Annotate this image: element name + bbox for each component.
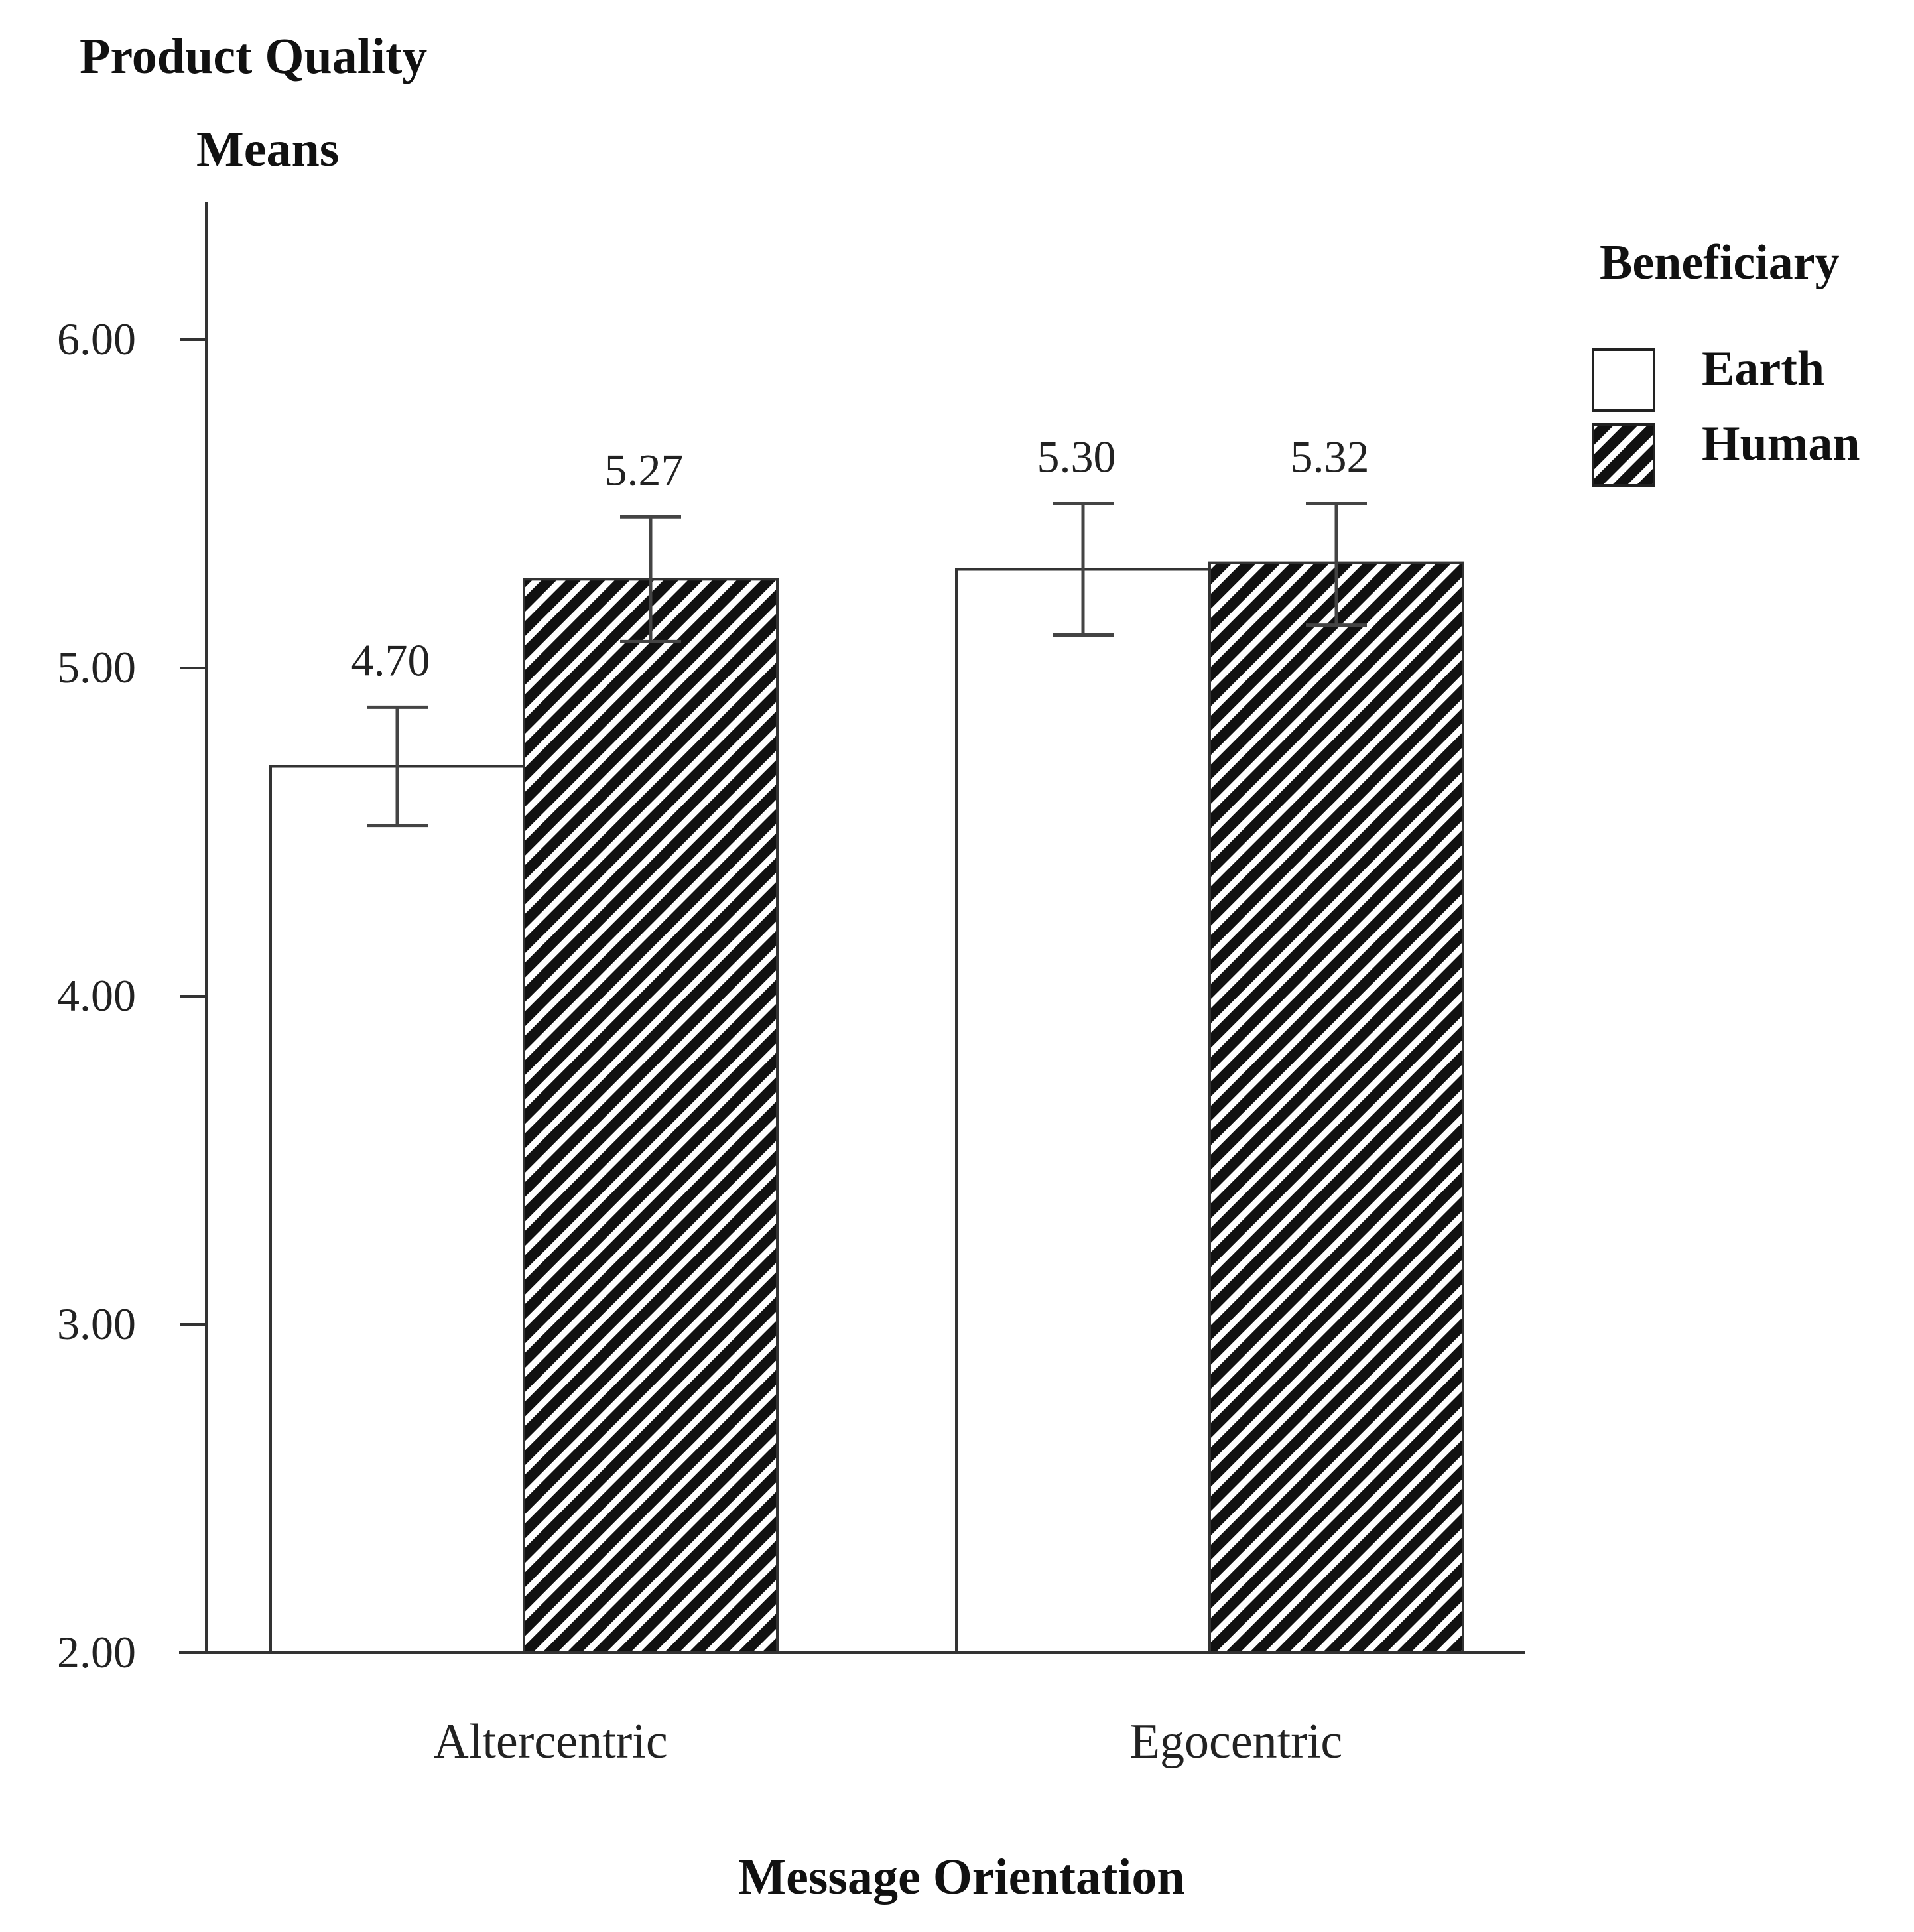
y-tick-label: 3.00 xyxy=(57,1299,136,1349)
bar-earth-altercentric xyxy=(269,765,525,1654)
category-label-egocentric: Egocentric xyxy=(1130,1714,1343,1769)
x-axis-title: Message Orientation xyxy=(738,1849,1184,1905)
value-label: 4.70 xyxy=(351,635,430,685)
error-bar xyxy=(1306,502,1367,627)
legend: Beneficiary Earth Human xyxy=(1592,235,1860,487)
y-tick-label: 2.00 xyxy=(57,1627,136,1677)
y-tick-label: 5.00 xyxy=(57,642,136,692)
y-axis: 2.00 3.00 4.00 5.00 6.00 xyxy=(57,202,208,1677)
category-label-altercentric: Altercentric xyxy=(433,1714,667,1769)
legend-label-human: Human xyxy=(1702,417,1860,471)
legend-title: Beneficiary xyxy=(1600,235,1840,290)
y-axis-title-line-2: Means xyxy=(196,121,339,177)
error-bar xyxy=(620,515,681,643)
y-axis-title-line-1: Product Quality xyxy=(80,29,427,84)
value-label: 5.27 xyxy=(605,444,684,495)
value-label: 5.32 xyxy=(1291,432,1370,482)
error-bar xyxy=(1053,502,1114,637)
bar-human-altercentric xyxy=(523,578,779,1654)
legend-swatch-human xyxy=(1592,423,1655,487)
y-tick-label: 6.00 xyxy=(57,314,136,364)
legend-label-earth: Earth xyxy=(1702,342,1824,396)
category-labels: Altercentric Egocentric xyxy=(433,1714,1342,1769)
value-label: 5.30 xyxy=(1037,432,1116,482)
bar-earth-egocentric xyxy=(955,568,1211,1654)
value-labels: 4.70 5.27 5.30 5.32 xyxy=(351,432,1370,686)
error-bars xyxy=(367,502,1367,828)
bar-human-egocentric xyxy=(1208,561,1464,1654)
y-tick-label: 4.00 xyxy=(57,970,136,1021)
legend-swatch-earth xyxy=(1592,348,1655,412)
bars xyxy=(269,561,1464,1654)
error-bar xyxy=(367,705,428,828)
